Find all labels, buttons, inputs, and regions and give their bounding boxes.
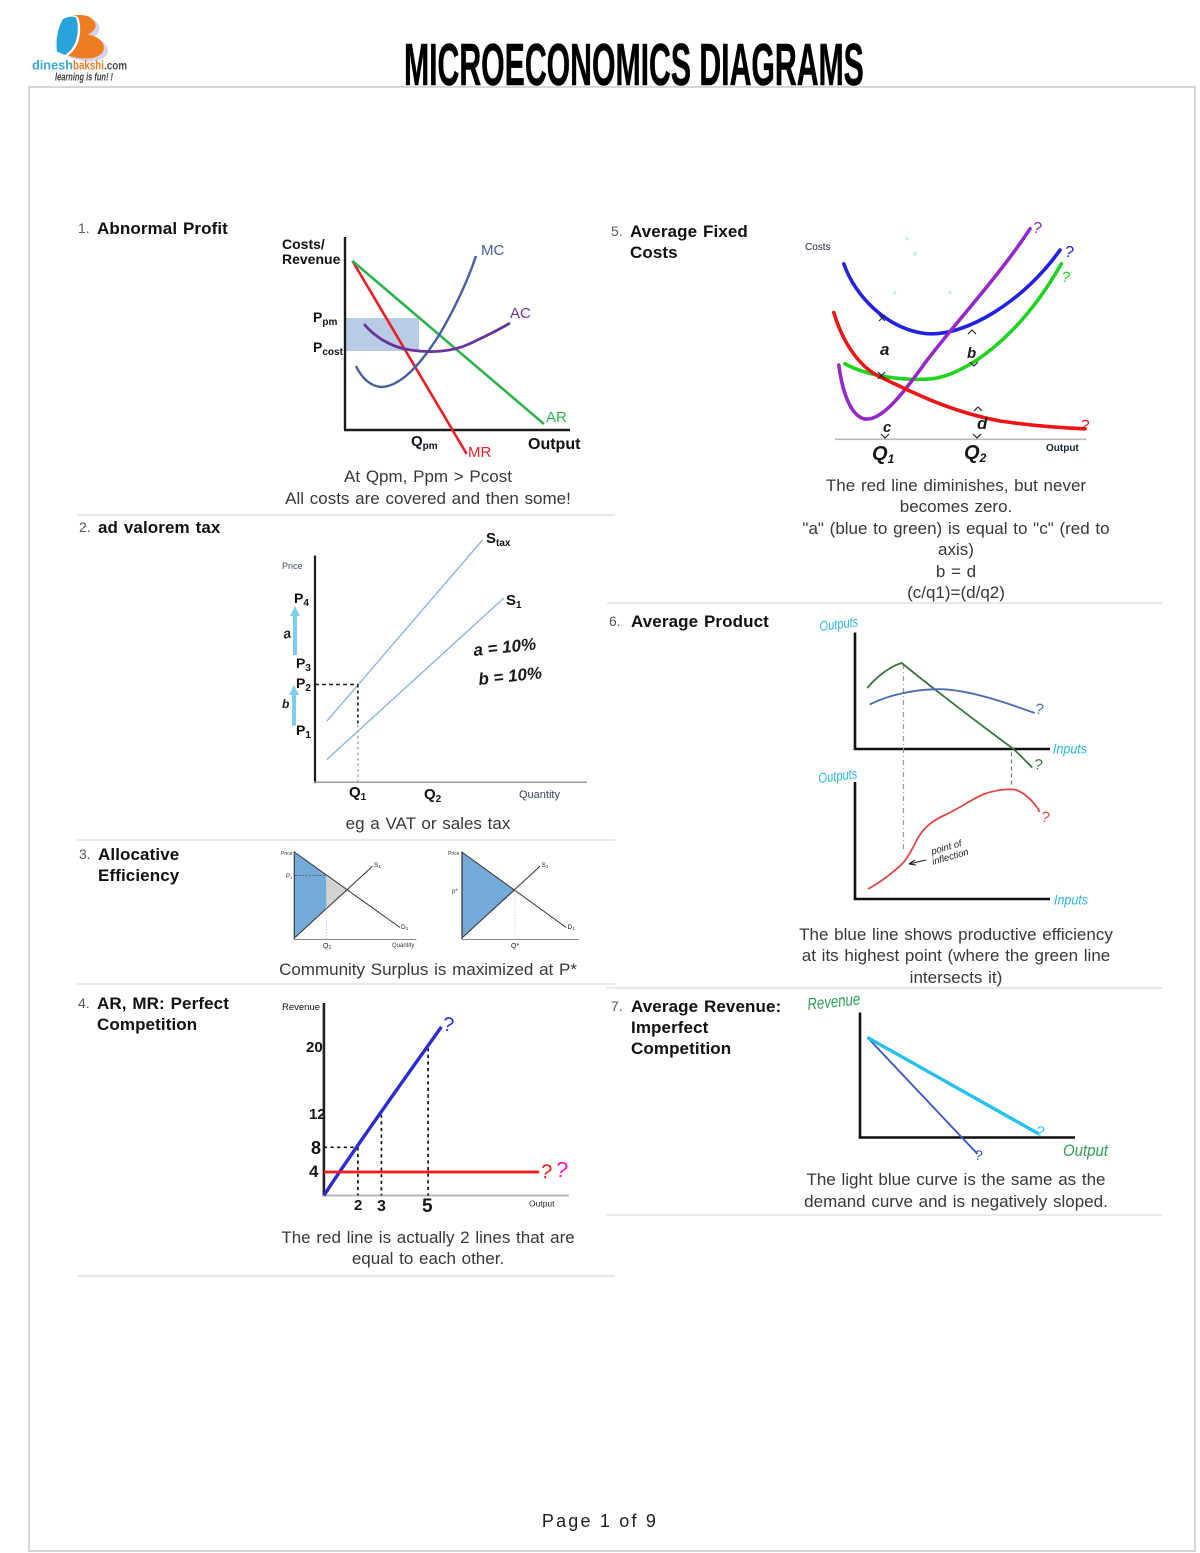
svg-text:Qpm: Qpm <box>411 433 438 452</box>
svg-text:a: a <box>880 340 889 359</box>
svg-text:Quantity: Quantity <box>519 789 560 801</box>
svg-text:20: 20 <box>306 1039 323 1056</box>
svg-text:12: 12 <box>309 1106 326 1123</box>
svg-text:c: c <box>883 419 892 436</box>
svg-text:b: b <box>282 697 289 711</box>
svg-text:learning is fun! !: learning is fun! ! <box>55 72 113 84</box>
svg-text:a = 10%: a = 10% <box>472 635 537 660</box>
svg-text:?: ? <box>1040 808 1051 826</box>
svg-text:?: ? <box>973 1146 984 1163</box>
svg-text:Q2: Q2 <box>964 442 987 465</box>
svg-text:Ppm: Ppm <box>313 309 337 328</box>
svg-text:Revenue: Revenue <box>806 990 861 1014</box>
svg-text:Output: Output <box>529 1199 555 1209</box>
svg-text:p*: p* <box>452 889 458 895</box>
svg-text:Output: Output <box>528 436 581 453</box>
svg-text:Costs/: Costs/ <box>282 236 325 252</box>
svg-text:P1: P1 <box>286 874 293 880</box>
svg-text:Revenue: Revenue <box>282 1002 320 1013</box>
svg-text:Q*: Q* <box>511 943 519 950</box>
svg-text:?: ? <box>441 1013 456 1037</box>
svg-text:5: 5 <box>422 1196 433 1217</box>
svg-text:AC: AC <box>510 305 531 322</box>
svg-text:Output: Output <box>1046 443 1079 454</box>
svg-text:AR: AR <box>546 409 567 426</box>
svg-text:?: ? <box>539 1161 553 1184</box>
svg-text:8: 8 <box>311 1138 321 1158</box>
svg-text:?: ? <box>1060 268 1071 286</box>
svg-text:Price: Price <box>282 561 303 571</box>
svg-text:Output: Output <box>1063 1141 1109 1160</box>
svg-text:2: 2 <box>354 1197 362 1214</box>
svg-text:a: a <box>282 625 293 642</box>
svg-text:Outputs: Outputs <box>817 765 858 786</box>
svg-text:Inputs: Inputs <box>1053 741 1087 757</box>
svg-text:S1: S1 <box>542 862 549 869</box>
svg-text:Quantity: Quantity <box>392 943 414 949</box>
svg-text:Stax: Stax <box>486 530 511 549</box>
svg-text:D1: D1 <box>568 924 576 931</box>
svg-text:Q1: Q1 <box>349 784 367 803</box>
svg-text:?: ? <box>1034 700 1045 718</box>
svg-text:MR: MR <box>468 444 491 461</box>
svg-text:3: 3 <box>377 1198 386 1215</box>
svg-text:Q1: Q1 <box>323 943 331 951</box>
svg-text:Pcost: Pcost <box>313 339 344 358</box>
svg-text:dineshbakshi.com: dineshbakshi.com <box>32 58 127 73</box>
svg-text:4: 4 <box>309 1162 319 1181</box>
svg-text:?: ? <box>554 1156 570 1182</box>
svg-text:b = 10%: b = 10% <box>477 663 542 689</box>
svg-text:Price: Price <box>448 851 460 857</box>
svg-text:D1: D1 <box>401 924 409 931</box>
svg-text:Q1: Q1 <box>872 443 895 466</box>
svg-text:?: ? <box>1079 416 1090 434</box>
svg-text:P2: P2 <box>296 675 311 694</box>
svg-text:S1: S1 <box>506 592 522 611</box>
svg-text:Q2: Q2 <box>424 786 442 805</box>
svg-text:Costs: Costs <box>805 242 831 253</box>
svg-text:d: d <box>977 414 988 433</box>
svg-text:P3: P3 <box>296 655 311 674</box>
svg-text:?: ? <box>1035 1122 1046 1139</box>
svg-text:P1: P1 <box>296 722 311 741</box>
svg-text:Revenue: Revenue <box>282 251 341 267</box>
svg-text:MC: MC <box>481 242 504 259</box>
svg-text:b: b <box>967 345 976 362</box>
svg-text:Outputs: Outputs <box>818 613 859 634</box>
svg-text:P4: P4 <box>294 590 309 609</box>
svg-text:S1: S1 <box>374 862 381 869</box>
svg-text:?: ? <box>1031 219 1043 237</box>
svg-text:Inputs: Inputs <box>1054 892 1088 908</box>
svg-text:?: ? <box>1063 243 1075 261</box>
svg-text:?: ? <box>1033 756 1044 774</box>
svg-text:Price: Price <box>281 851 293 857</box>
